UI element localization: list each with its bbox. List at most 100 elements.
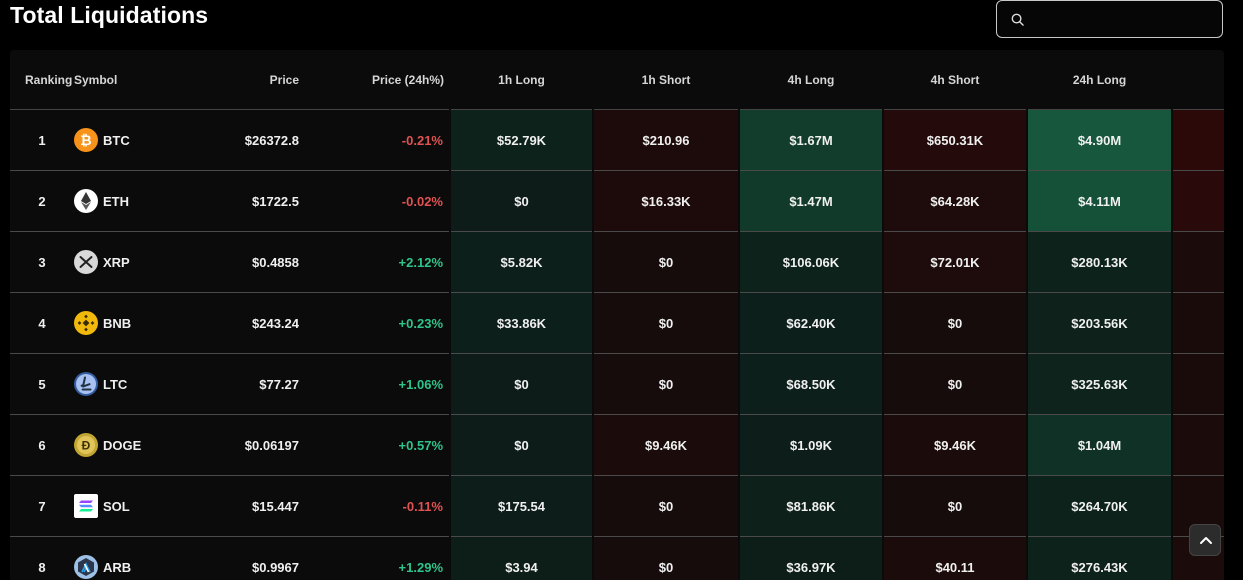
h4-long-cell: $1.09K: [738, 414, 884, 476]
col-ranking[interactable]: Ranking: [10, 50, 74, 110]
symbol-label: ETH: [103, 193, 129, 209]
svg-text:₿: ₿: [80, 132, 91, 148]
h1-long-cell: $3.94: [449, 536, 594, 580]
h1-short-cell: $9.46K: [592, 414, 740, 476]
table-header-row: Ranking Symbol Price Price (24h%) 1h Lon…: [10, 50, 1224, 110]
h4-long-cell: $62.40K: [738, 292, 884, 354]
liquidations-table-container[interactable]: Ranking Symbol Price Price (24h%) 1h Lon…: [10, 50, 1224, 580]
scroll-to-top-button[interactable]: [1189, 524, 1221, 556]
symbol-cell[interactable]: LTC: [74, 353, 194, 415]
search-input[interactable]: [1033, 3, 1217, 37]
h24-short-cell: $12: [1171, 292, 1224, 354]
rank-cell: 6: [10, 414, 74, 476]
price-cell: $0.06197: [194, 414, 305, 476]
symbol-label: ARB: [103, 559, 132, 575]
h1-short-cell: $0: [592, 536, 740, 580]
symbol-label: DOGE: [103, 437, 142, 453]
bnb-icon: [74, 311, 98, 335]
table-row[interactable]: 3 XRP $0.4858 +2.12% $5.82K $0 $106.06K $72.01K…: [10, 231, 1224, 293]
h4-short-cell: $0: [882, 292, 1028, 354]
bitcoin-icon: ₿: [74, 128, 98, 152]
h24-long-cell: $264.70K: [1026, 475, 1173, 537]
h24-long-cell: $1.04M: [1026, 414, 1173, 476]
h4-short-cell: $40.11: [882, 536, 1028, 580]
svg-text:Ð: Ð: [82, 439, 91, 453]
h1-long-cell: $0: [449, 414, 594, 476]
rank-cell: 5: [10, 353, 74, 415]
table-row[interactable]: 2 ETH $1722.5 -0.02% $0 $16.33K $1.47M $64.28K $…: [10, 170, 1224, 232]
search-box[interactable]: [996, 0, 1223, 38]
symbol-cell[interactable]: XRP: [74, 231, 194, 293]
price-change-cell: +1.29%: [305, 536, 450, 580]
h4-long-cell: $68.50K: [738, 353, 884, 415]
col-symbol[interactable]: Symbol: [74, 50, 194, 110]
table-row[interactable]: 8 ARB $0.9967 +1.29% $3.94 $0 $36.97K $40.11 $27…: [10, 536, 1224, 580]
search-icon: [1011, 13, 1024, 26]
price-cell: $26372.8: [194, 109, 305, 171]
h1-short-cell: $0: [592, 475, 740, 537]
col-1h-short[interactable]: 1h Short: [593, 50, 739, 110]
price-cell: $15.447: [194, 475, 305, 537]
h24-long-cell: $276.43K: [1026, 536, 1173, 580]
h1-short-cell: $210.96: [592, 109, 740, 171]
h1-long-cell: $5.82K: [449, 231, 594, 293]
table-row[interactable]: 7 SOL $15.447 -0.11% $175.54 $0 $81.86K $0 $264.…: [10, 475, 1224, 537]
rank-cell: 4: [10, 292, 74, 354]
col-4h-short[interactable]: 4h Short: [883, 50, 1027, 110]
price-change-cell: -0.02%: [305, 170, 450, 232]
col-4h-long[interactable]: 4h Long: [739, 50, 883, 110]
h4-short-cell: $650.31K: [882, 109, 1028, 171]
h1-long-cell: $0: [449, 170, 594, 232]
col-1h-long[interactable]: 1h Long: [450, 50, 593, 110]
h1-long-cell: $0: [449, 353, 594, 415]
arbitrum-icon: [74, 555, 98, 579]
price-change-cell: +0.23%: [305, 292, 450, 354]
page-title: Total Liquidations: [10, 2, 209, 28]
h1-short-cell: $0: [592, 292, 740, 354]
price-change-cell: +0.57%: [305, 414, 450, 476]
price-cell: $1722.5: [194, 170, 305, 232]
price-cell: $77.27: [194, 353, 305, 415]
h4-long-cell: $36.97K: [738, 536, 884, 580]
symbol-cell[interactable]: ETH: [74, 170, 194, 232]
col-price-change[interactable]: Price (24h%): [305, 50, 450, 110]
symbol-label: BNB: [103, 315, 132, 331]
litecoin-icon: [74, 372, 98, 396]
h4-long-cell: $1.47M: [738, 170, 884, 232]
h24-short-cell: $2: [1171, 109, 1224, 171]
solana-icon: [74, 494, 98, 518]
h24-long-cell: $4.90M: [1026, 109, 1173, 171]
price-cell: $0.9967: [194, 536, 305, 580]
h24-short-cell: $56: [1171, 231, 1224, 293]
table-row[interactable]: 1 ₿ BTC $26372.8 -0.21% $52.79K $210.96 $1.67M $…: [10, 109, 1224, 171]
symbol-cell[interactable]: ARB: [74, 536, 194, 580]
rank-cell: 3: [10, 231, 74, 293]
h1-short-cell: $0: [592, 231, 740, 293]
h24-long-cell: $280.13K: [1026, 231, 1173, 293]
h24-long-cell: $203.56K: [1026, 292, 1173, 354]
price-change-cell: +2.12%: [305, 231, 450, 293]
h4-short-cell: $9.46K: [882, 414, 1028, 476]
price-change-cell: -0.11%: [305, 475, 450, 537]
liquidations-table: Ranking Symbol Price Price (24h%) 1h Lon…: [10, 50, 1224, 580]
symbol-label: XRP: [103, 254, 130, 270]
symbol-cell[interactable]: BNB: [74, 292, 194, 354]
table-row[interactable]: 6 Ð DOGE $0.06197 +0.57% $0 $9.46K $1.09K $9.46K…: [10, 414, 1224, 476]
symbol-cell[interactable]: ₿ BTC: [74, 109, 194, 171]
h4-short-cell: $64.28K: [882, 170, 1028, 232]
rank-cell: 2: [10, 170, 74, 232]
col-24h-long[interactable]: 24h Long: [1027, 50, 1172, 110]
h4-short-cell: $0: [882, 353, 1028, 415]
table-row[interactable]: 4 BNB $243.24 +0.23% $33.86K $0 $62.40K $0 $203.…: [10, 292, 1224, 354]
price-cell: $243.24: [194, 292, 305, 354]
col-24h-short[interactable]: [1172, 50, 1224, 110]
h24-long-cell: $325.63K: [1026, 353, 1173, 415]
price-change-cell: -0.21%: [305, 109, 450, 171]
symbol-cell[interactable]: SOL: [74, 475, 194, 537]
symbol-label: LTC: [103, 376, 128, 392]
col-price[interactable]: Price: [194, 50, 305, 110]
symbol-label: SOL: [103, 498, 130, 514]
symbol-cell[interactable]: Ð DOGE: [74, 414, 194, 476]
h4-long-cell: $106.06K: [738, 231, 884, 293]
